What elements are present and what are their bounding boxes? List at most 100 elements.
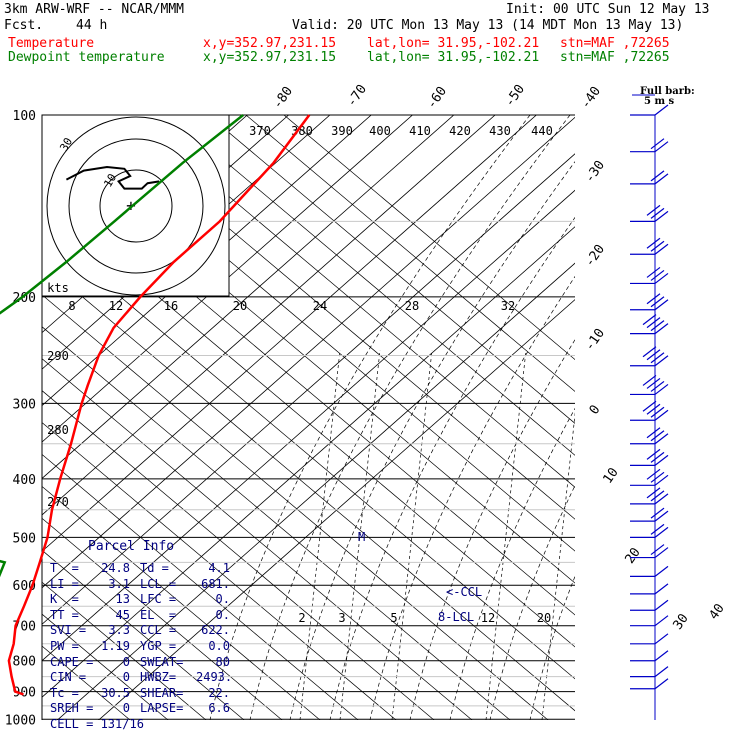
mixing-ratio-label: 2 <box>298 611 305 625</box>
isotherm-label: -40 <box>578 84 604 112</box>
dry-adiabat-line <box>42 517 283 720</box>
hodograph-speed-label: 8 <box>68 299 75 313</box>
parcel-param-value: 0 <box>122 701 130 716</box>
temperature-xy: x,y=352.97,231.15 <box>203 36 337 51</box>
wind-barb-flag <box>646 403 661 415</box>
dry-adiabat-line <box>245 115 575 392</box>
parcel-param-label: YGP = <box>140 639 177 653</box>
theta-label: 390 <box>331 124 353 138</box>
hodograph-speed-label: 32 <box>501 299 515 313</box>
moist-adiabat-line <box>289 161 575 720</box>
isotherm-line <box>42 115 537 552</box>
wind-barb-flag <box>654 454 669 466</box>
dry-adiabat-line <box>42 485 321 720</box>
wind-barb-flag <box>654 633 669 645</box>
moist-adiabat-line <box>249 115 571 720</box>
wind-barb-flag <box>654 650 669 662</box>
mixing-ratio-line <box>339 349 381 720</box>
parcel-param-label: K = <box>50 592 79 607</box>
parcel-param-value: 6.6 <box>208 701 230 716</box>
wind-barb-flag <box>650 138 665 150</box>
wind-barb-flag <box>642 374 657 386</box>
wind-barb-flag <box>654 493 669 505</box>
parcel-param-value: 0.0 <box>208 639 230 653</box>
wind-barb-flag <box>650 507 665 519</box>
pressure-tick-label: 500 <box>13 531 36 546</box>
isotherm-label: -70 <box>344 82 370 110</box>
wind-barb-flag <box>654 583 669 595</box>
temperature-legend: Temperature <box>8 36 95 51</box>
dry-adiabat-line <box>42 390 435 720</box>
hodograph-speed-label: 12 <box>109 299 123 313</box>
wind-barb-flag <box>654 433 669 445</box>
parcel-param-value: 45 <box>115 607 130 622</box>
parcel-param-label: LI = <box>50 576 79 591</box>
wind-barb-flag <box>654 666 669 678</box>
isotherm-label: 10 <box>600 465 621 486</box>
isotherm-line <box>42 153 575 625</box>
hodograph-speed-label: 28 <box>405 299 419 313</box>
wind-barb-flag <box>646 427 661 439</box>
parcel-param-label: SHEAR= <box>140 685 184 700</box>
hodograph-ring-label: 30 <box>57 136 75 154</box>
wind-barb-flag <box>650 430 665 442</box>
hodograph-ring-label: 10 <box>101 172 119 190</box>
model-title: 3km ARW-WRF -- NCAR/MMM <box>4 2 185 17</box>
parcel-param-value: 3.3 <box>108 623 130 638</box>
parcel-param-value: 0. <box>215 607 230 622</box>
isotherm-line <box>42 116 575 589</box>
dewpoint-xy: x,y=352.97,231.15 <box>203 50 337 65</box>
wind-barb-flag <box>654 243 669 255</box>
wind-barb-flag <box>646 317 661 329</box>
parcel-param-value: 1.19 <box>101 639 130 653</box>
wind-barb-flag <box>650 269 665 281</box>
parcel-param-value: 0 <box>122 654 130 669</box>
dry-adiabat-line <box>169 115 575 456</box>
pressure-tick-label: 300 <box>13 397 36 412</box>
parcel-param-label: Td = <box>140 561 169 575</box>
dry-adiabat-line <box>42 422 397 720</box>
pressure-tick-label: 100 <box>13 109 36 124</box>
parcel-param-label: CAPE = <box>50 654 94 669</box>
isotherm-label: 0 <box>587 402 604 417</box>
wind-barb-flag <box>654 210 669 222</box>
parcel-param-value: 0 <box>122 670 130 685</box>
mixing-ratio-line <box>299 349 341 720</box>
parcel-param-value: 681. <box>201 576 230 591</box>
dry-adiabat-line <box>42 326 511 720</box>
parcel-param-value: 24.8 <box>101 561 130 575</box>
forecast-label: Fcst. <box>4 18 44 33</box>
hodograph-speed-label: kts <box>47 281 69 295</box>
wind-barb-flag <box>642 346 657 358</box>
isotherm-label: -50 <box>502 82 528 110</box>
hodograph-speed-label: 24 <box>313 299 327 313</box>
parcel-param-label: TT = <box>50 607 79 622</box>
barb-key-title: Full barb: <box>640 86 695 97</box>
parcel-param-label: CIN = <box>50 670 87 685</box>
wind-barb-flag <box>650 240 665 252</box>
moist-adiabat-line <box>489 484 575 720</box>
wind-barb-flag <box>654 510 669 522</box>
wind-barb-flag <box>650 296 665 308</box>
dry-adiabat-line <box>207 115 575 424</box>
parcel-param-value: 80 <box>215 654 230 669</box>
dry-adiabat-line <box>42 549 245 720</box>
parcel-param-value: 3.1 <box>108 576 130 591</box>
dry-adiabat-line <box>283 115 575 360</box>
parcel-param-label: T = <box>50 561 79 575</box>
isotherm-label: -80 <box>270 84 296 112</box>
dewpoint-legend: Dewpoint temperature <box>8 50 165 65</box>
wind-barb-flag <box>650 380 665 392</box>
dry-adiabat-line <box>42 613 169 720</box>
isotherm-label: -10 <box>582 326 608 354</box>
dry-adiabat-line <box>42 581 207 720</box>
hodograph-speed-label: 20 <box>233 299 247 313</box>
mixing-ratio-line <box>541 411 575 720</box>
wind-barb-flag <box>650 544 665 556</box>
isotherm-label: -30 <box>582 158 608 186</box>
dry-adiabat-line <box>131 115 575 488</box>
moist-adiabat-line <box>369 275 575 720</box>
lcl-annotation: 8-LCL <box>438 610 474 624</box>
wind-barb-flag <box>646 448 661 460</box>
moist-adiabat-line <box>449 407 575 720</box>
